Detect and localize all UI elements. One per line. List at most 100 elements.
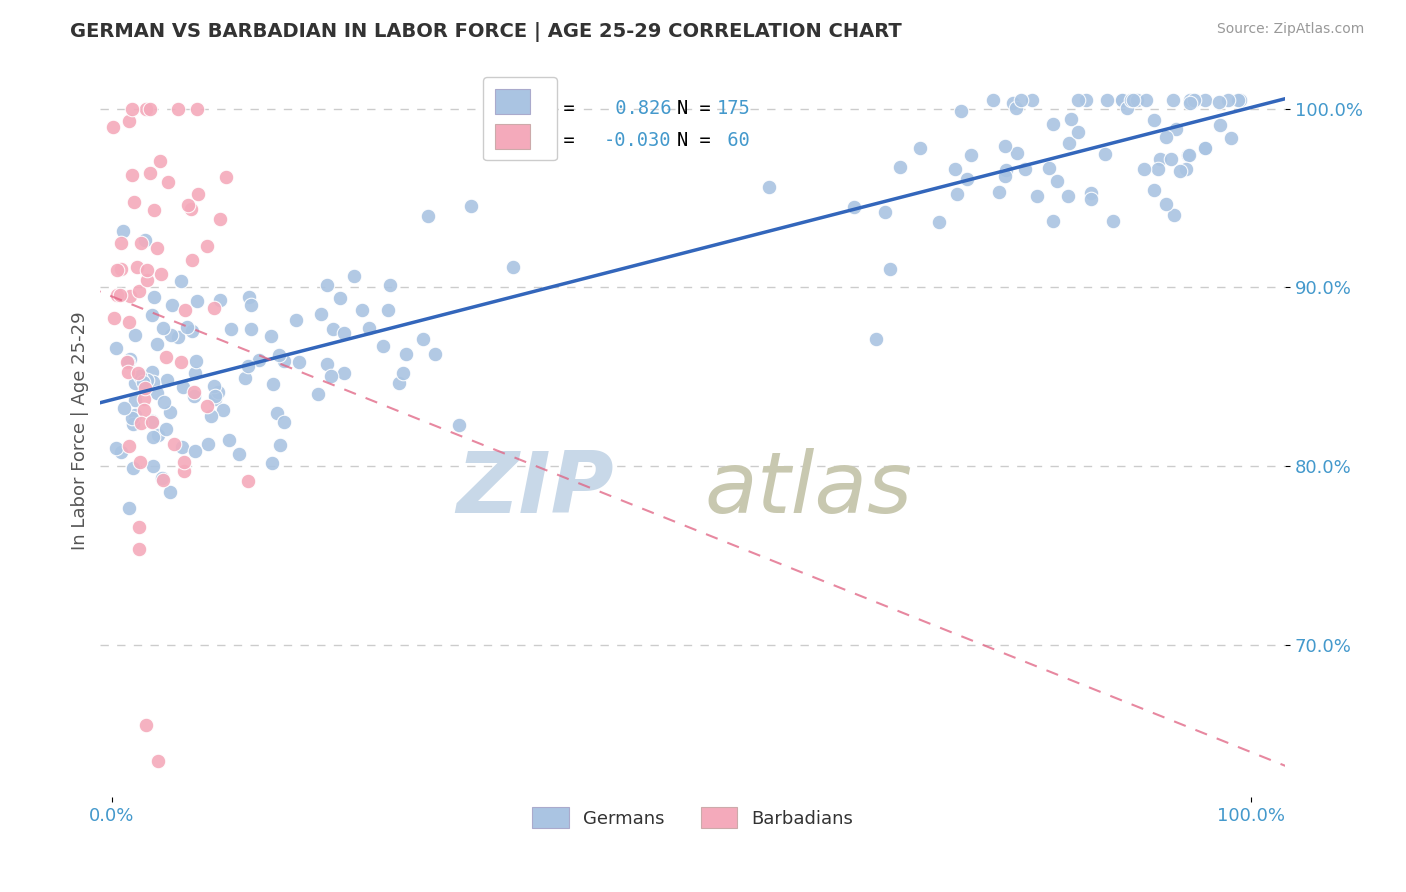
Point [1057,189,1080,203]
Point [333,326,356,340]
Point [204,392,226,407]
Point [236,359,259,374]
Point [373,339,395,353]
Point [273,354,295,368]
Point [186,293,208,308]
Point [128,455,150,469]
Point [173,464,195,478]
Point [141,414,163,428]
Point [122,460,145,475]
Point [177,198,200,212]
Point [273,415,295,429]
Point [449,418,471,433]
Point [1208,118,1230,132]
Point [1116,101,1139,115]
Point [187,186,209,201]
Point [142,376,165,390]
Point [135,263,157,277]
Point [1080,193,1102,207]
Point [146,428,169,442]
Point [1184,93,1206,107]
Point [228,447,250,461]
Point [181,252,204,267]
Point [1149,153,1171,167]
Point [238,474,260,488]
Text: R =: R = [541,98,575,118]
Point [377,303,399,318]
Point [173,454,195,468]
Point [391,366,413,380]
Point [152,474,174,488]
Point [218,433,240,447]
Point [266,406,288,420]
Point [1122,93,1144,107]
Point [1094,146,1116,161]
Point [359,321,381,335]
Point [1005,146,1028,161]
Point [127,367,149,381]
Point [315,357,337,371]
Point [1125,93,1147,107]
Point [260,456,283,470]
Point [994,169,1017,184]
Point [183,388,205,402]
Point [1180,95,1202,110]
Point [195,399,218,413]
Point [181,324,204,338]
Point [946,186,969,201]
Point [183,384,205,399]
Point [170,355,193,369]
Point [207,385,229,400]
Point [322,322,344,336]
Point [240,298,263,312]
Point [269,438,291,452]
Point [180,202,202,217]
Point [129,235,152,250]
Point [150,471,173,485]
Point [1111,93,1133,107]
Text: 175: 175 [717,98,751,118]
Point [118,500,141,515]
Point [108,288,131,302]
Point [260,328,283,343]
Point [124,328,146,343]
Point [186,102,208,116]
Point [135,273,157,287]
Point [163,437,186,451]
Point [169,274,191,288]
Point [1080,186,1102,200]
Point [1014,162,1036,177]
Point [1042,214,1064,228]
Point [959,148,981,162]
Point [1194,141,1216,155]
Point [197,437,219,451]
Point [184,366,207,380]
Point [105,263,128,277]
Point [134,233,156,247]
Point [124,376,146,390]
Point [1010,93,1032,107]
Point [395,346,418,360]
Point [1174,162,1197,177]
Point [240,322,263,336]
Point [425,347,447,361]
Point [105,288,128,302]
Point [1021,93,1043,107]
Point [1227,93,1250,107]
Point [1046,174,1069,188]
Point [1180,93,1202,107]
Point [1060,112,1083,126]
Point [160,298,183,312]
Point [135,373,157,387]
Point [134,381,156,395]
Point [215,169,238,184]
Point [112,401,135,416]
Point [1177,148,1199,162]
Point [159,327,181,342]
Point [153,395,176,409]
Point [105,342,128,356]
Point [117,355,139,369]
Point [235,371,257,385]
Point [157,175,180,189]
Point [149,267,172,281]
